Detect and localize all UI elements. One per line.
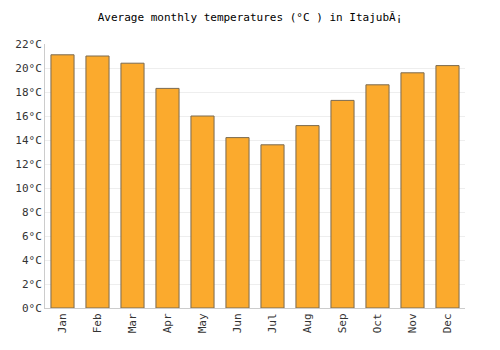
svg-text:18°C: 18°C	[15, 86, 42, 99]
svg-text:Feb: Feb	[91, 313, 104, 333]
svg-text:Dec: Dec	[441, 313, 454, 333]
svg-text:14°C: 14°C	[15, 134, 42, 147]
svg-text:Nov: Nov	[406, 313, 419, 333]
svg-text:May: May	[196, 313, 209, 333]
svg-text:22°C: 22°C	[15, 38, 42, 51]
svg-text:8°C: 8°C	[22, 206, 42, 219]
svg-text:2°C: 2°C	[22, 278, 42, 291]
svg-text:Apr: Apr	[161, 313, 174, 333]
svg-text:Mar: Mar	[126, 313, 139, 333]
svg-text:6°C: 6°C	[22, 230, 42, 243]
svg-text:Jun: Jun	[231, 313, 244, 333]
svg-text:Jan: Jan	[56, 313, 69, 333]
svg-text:Sep: Sep	[336, 313, 349, 333]
svg-text:12°C: 12°C	[15, 158, 42, 171]
svg-text:Oct: Oct	[371, 313, 384, 333]
svg-text:20°C: 20°C	[15, 62, 42, 75]
svg-text:Aug: Aug	[301, 313, 314, 333]
svg-text:0°C: 0°C	[22, 302, 42, 315]
svg-text:10°C: 10°C	[15, 182, 42, 195]
svg-text:Jul: Jul	[266, 313, 279, 333]
svg-text:Average monthly temperatures (: Average monthly temperatures (°C ) in It…	[98, 11, 403, 24]
svg-text:4°C: 4°C	[22, 254, 42, 267]
svg-text:16°C: 16°C	[15, 110, 42, 123]
